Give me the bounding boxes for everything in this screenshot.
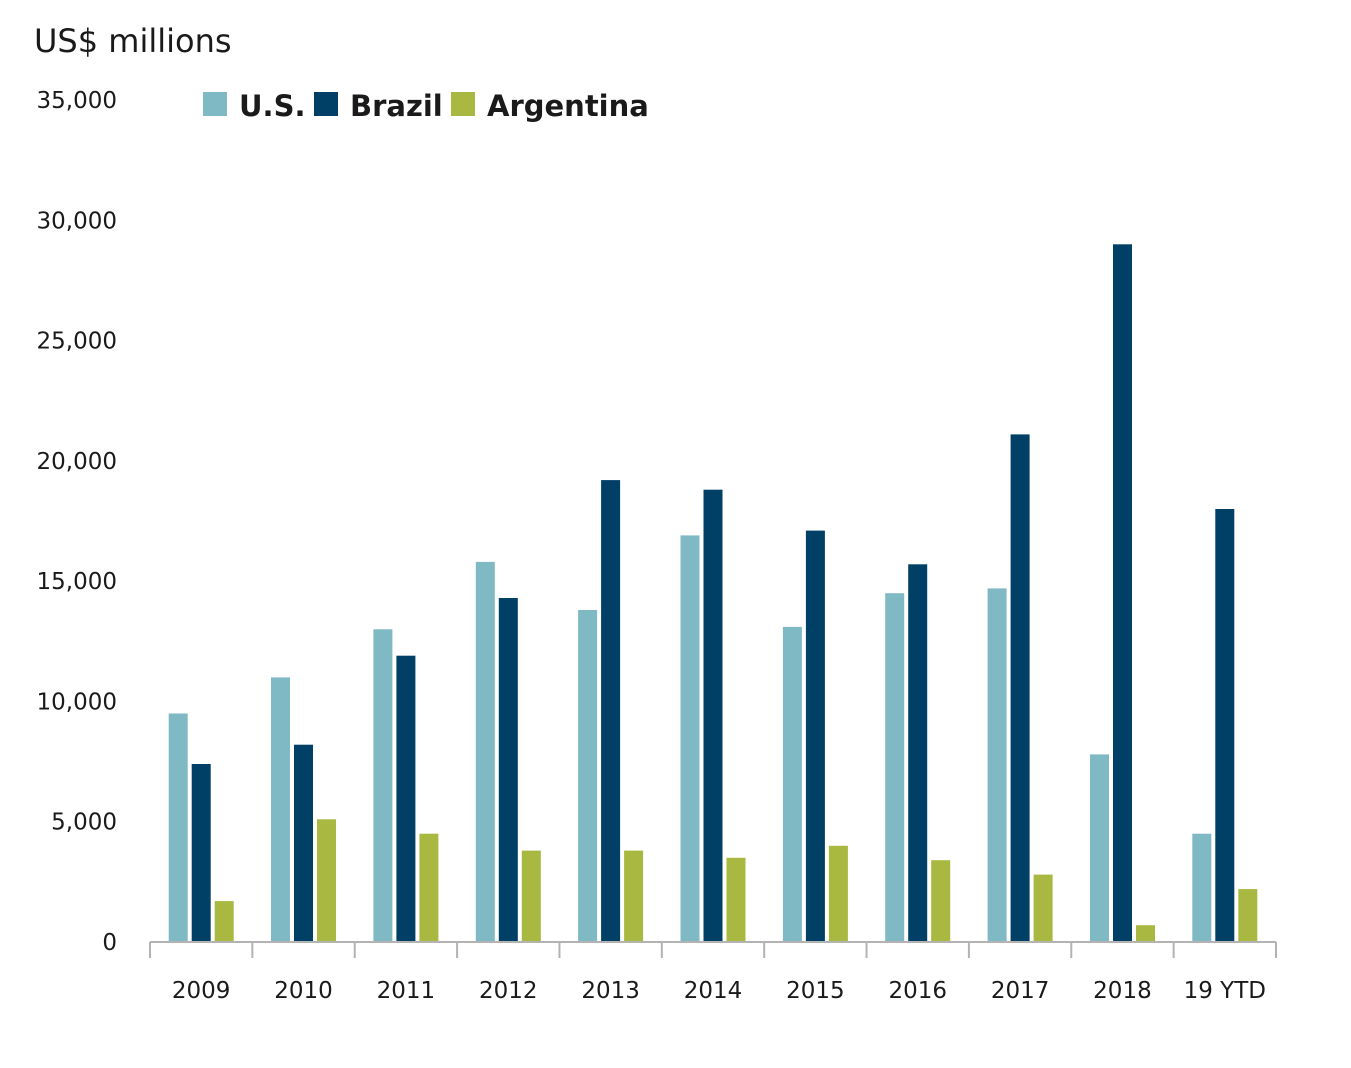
bar-argentina-19-ytd [1238, 889, 1258, 942]
x-category-label: 2012 [479, 978, 538, 1004]
bar-brazil-2017 [1010, 434, 1030, 942]
y-tick-label: 30,000 [37, 208, 117, 234]
bar-brazil-2013 [601, 480, 621, 942]
y-tick-label: 35,000 [37, 88, 117, 114]
bar-u-s-2017 [987, 588, 1007, 942]
x-category-label: 2015 [786, 978, 845, 1004]
bar-argentina-2016 [931, 860, 951, 942]
bar-u-s-2015 [782, 626, 802, 942]
x-axis: 2009 2010 2011 2012 2013 2014 2015 2016 2017 2018… [149, 941, 1277, 1004]
bar-u-s-2016 [885, 593, 905, 942]
bar-brazil-2012 [498, 598, 518, 942]
bar-u-s-19-ytd [1192, 833, 1212, 942]
bar-argentina-2015 [828, 845, 848, 942]
x-category-label: 2014 [684, 978, 743, 1004]
legend-swatch [314, 92, 338, 116]
x-category-label: 2009 [172, 978, 231, 1004]
bar-argentina-2010 [317, 819, 336, 942]
y-tick-label: 5,000 [51, 810, 117, 836]
bar-argentina-2011 [419, 833, 439, 942]
y-axis-unit-label: US$ millions [34, 22, 232, 60]
bar-u-s-2010 [271, 677, 290, 942]
bar-brazil-2018 [1113, 244, 1132, 943]
y-tick-label: 15,000 [37, 569, 117, 595]
bar-u-s-2011 [373, 629, 393, 942]
y-tick-label: 25,000 [37, 329, 117, 355]
bar-brazil-2015 [805, 530, 825, 942]
bar-brazil-2010 [294, 744, 313, 942]
y-tick-label: 10,000 [37, 689, 117, 715]
legend: U.S. Brazil Argentina [203, 89, 649, 123]
y-axis: 0 5,000 10,000 15,000 20,000 25,000 30,000 35,0… [37, 88, 117, 956]
x-category-label: 2016 [888, 978, 947, 1004]
bar-brazil-2014 [703, 489, 723, 942]
bars [168, 244, 1258, 943]
bar-u-s-2009 [168, 713, 188, 942]
x-category-label: 19 YTD [1184, 978, 1266, 1004]
bar-argentina-2012 [521, 850, 541, 942]
bar-brazil-19-ytd [1215, 509, 1235, 942]
y-tick-label: 20,000 [37, 449, 117, 475]
bar-brazil-2009 [191, 764, 211, 942]
x-category-label: 2017 [991, 978, 1050, 1004]
x-category-label: 2013 [581, 978, 640, 1004]
legend-label: Argentina [487, 89, 649, 123]
x-category-label: 2010 [274, 978, 333, 1004]
bar-brazil-2016 [908, 564, 928, 942]
x-category-label: 2011 [377, 978, 436, 1004]
bar-u-s-2014 [680, 535, 700, 942]
bar-u-s-2018 [1090, 754, 1109, 942]
bar-argentina-2009 [214, 901, 234, 942]
legend-swatch [451, 92, 475, 116]
bar-argentina-2017 [1033, 874, 1053, 942]
bar-argentina-2013 [624, 850, 644, 942]
y-tick-label: 0 [102, 930, 117, 956]
bar-argentina-2014 [726, 857, 746, 942]
bar-brazil-2011 [396, 655, 416, 942]
legend-label: U.S. [239, 89, 305, 123]
bar-u-s-2013 [578, 610, 598, 942]
bar-argentina-2018 [1136, 925, 1155, 942]
legend-label: Brazil [350, 89, 443, 123]
bar-u-s-2012 [475, 561, 495, 942]
x-category-label: 2018 [1093, 978, 1152, 1004]
legend-swatch [203, 92, 227, 116]
